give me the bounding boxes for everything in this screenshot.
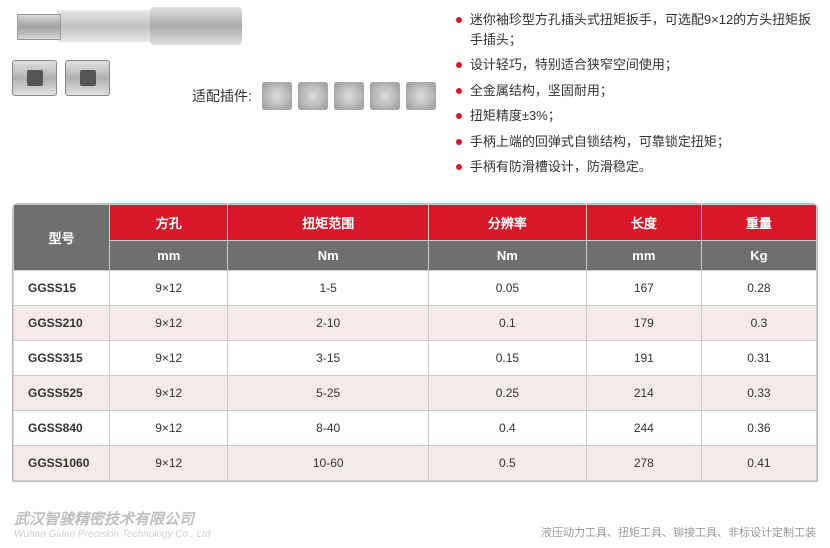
feature-text: 全金属结构，坚固耐用； xyxy=(470,81,613,101)
col-unit: Nm xyxy=(228,240,429,270)
data-cell: 9×12 xyxy=(110,410,228,445)
feature-item: 全金属结构，坚固耐用； xyxy=(456,81,818,101)
model-cell: GGSS15 xyxy=(14,270,110,305)
plugin-icon xyxy=(406,82,436,110)
spec-table: 型号方孔扭矩范围分辨率长度重量 mmNmNmmmKg GGSS159×121-5… xyxy=(13,204,817,481)
footer-categories: 液压动力工具、扭矩工具、铆接工具、非标设计定制工装 xyxy=(541,524,816,540)
feature-text: 手柄上端的回弹式自锁结构，可靠锁定扭矩； xyxy=(470,132,730,152)
data-cell: 2-10 xyxy=(228,305,429,340)
col-unit: mm xyxy=(586,240,701,270)
data-cell: 9×12 xyxy=(110,445,228,480)
bullet-icon xyxy=(456,164,462,170)
data-cell: 191 xyxy=(586,340,701,375)
table-row: GGSS3159×123-150.151910.31 xyxy=(14,340,817,375)
data-cell: 0.1 xyxy=(428,305,586,340)
spec-table-wrap: 型号方孔扭矩范围分辨率长度重量 mmNmNmmmKg GGSS159×121-5… xyxy=(12,203,818,482)
data-cell: 0.5 xyxy=(428,445,586,480)
data-cell: 5-25 xyxy=(228,375,429,410)
col-header: 长度 xyxy=(586,204,701,240)
data-cell: 9×12 xyxy=(110,305,228,340)
feature-text: 手柄有防滑槽设计，防滑稳定。 xyxy=(470,157,652,177)
col-unit: mm xyxy=(110,240,228,270)
company-name-en: Wuhan Gidrin Precision Technology Co., L… xyxy=(14,529,210,540)
company-name-cn: 武汉智骏精密技术有限公司 xyxy=(14,508,210,529)
data-cell: 3-15 xyxy=(228,340,429,375)
data-cell: 0.05 xyxy=(428,270,586,305)
plugin-icon xyxy=(298,82,328,110)
feature-list: 迷你袖珍型方孔插头式扭矩扳手，可选配9×12的方头扭矩扳手插头； 设计轻巧，特别适… xyxy=(456,10,818,183)
plugin-icon xyxy=(370,82,400,110)
adapter-images xyxy=(12,60,172,96)
col-header: 方孔 xyxy=(110,204,228,240)
feature-text: 迷你袖珍型方孔插头式扭矩扳手，可选配9×12的方头扭矩扳手插头； xyxy=(470,10,818,49)
bullet-icon xyxy=(456,88,462,94)
plugin-icons xyxy=(262,82,436,110)
data-cell: 0.28 xyxy=(701,270,816,305)
adapter-image xyxy=(65,60,110,96)
table-row: GGSS10609×1210-600.52780.41 xyxy=(14,445,817,480)
bullet-icon xyxy=(456,139,462,145)
data-cell: 9×12 xyxy=(110,375,228,410)
col-header: 重量 xyxy=(701,204,816,240)
feature-item: 迷你袖珍型方孔插头式扭矩扳手，可选配9×12的方头扭矩扳手插头； xyxy=(456,10,818,49)
model-cell: GGSS210 xyxy=(14,305,110,340)
model-cell: GGSS315 xyxy=(14,340,110,375)
plugin-label: 适配插件: xyxy=(192,86,252,106)
company-block: 武汉智骏精密技术有限公司 Wuhan Gidrin Precision Tech… xyxy=(14,508,210,540)
col-unit: Kg xyxy=(701,240,816,270)
table-row: GGSS8409×128-400.42440.36 xyxy=(14,410,817,445)
data-cell: 244 xyxy=(586,410,701,445)
model-cell: GGSS840 xyxy=(14,410,110,445)
data-cell: 0.33 xyxy=(701,375,816,410)
data-cell: 0.25 xyxy=(428,375,586,410)
product-images xyxy=(12,10,172,183)
data-cell: 0.3 xyxy=(701,305,816,340)
data-cell: 9×12 xyxy=(110,340,228,375)
data-cell: 10-60 xyxy=(228,445,429,480)
model-cell: GGSS1060 xyxy=(14,445,110,480)
data-cell: 0.31 xyxy=(701,340,816,375)
data-cell: 167 xyxy=(586,270,701,305)
page-footer: 武汉智骏精密技术有限公司 Wuhan Gidrin Precision Tech… xyxy=(12,508,818,548)
data-cell: 214 xyxy=(586,375,701,410)
col-header: 扭矩范围 xyxy=(228,204,429,240)
adapter-image xyxy=(12,60,57,96)
col-header-model: 型号 xyxy=(14,204,110,270)
data-cell: 0.4 xyxy=(428,410,586,445)
feature-item: 扭矩精度±3%； xyxy=(456,106,818,126)
bullet-icon xyxy=(456,62,462,68)
col-header: 分辨率 xyxy=(428,204,586,240)
table-row: GGSS159×121-50.051670.28 xyxy=(14,270,817,305)
feature-item: 手柄上端的回弹式自锁结构，可靠锁定扭矩； xyxy=(456,132,818,152)
feature-text: 设计轻巧，特别适合狭窄空间使用； xyxy=(470,55,678,75)
table-row: GGSS5259×125-250.252140.33 xyxy=(14,375,817,410)
data-cell: 1-5 xyxy=(228,270,429,305)
bullet-icon xyxy=(456,17,462,23)
data-cell: 0.41 xyxy=(701,445,816,480)
data-cell: 9×12 xyxy=(110,270,228,305)
data-cell: 278 xyxy=(586,445,701,480)
wrench-image xyxy=(57,10,242,42)
plugin-icon xyxy=(334,82,364,110)
data-cell: 0.15 xyxy=(428,340,586,375)
feature-item: 设计轻巧，特别适合狭窄空间使用； xyxy=(456,55,818,75)
feature-text: 扭矩精度±3%； xyxy=(470,106,561,126)
data-cell: 0.36 xyxy=(701,410,816,445)
data-cell: 179 xyxy=(586,305,701,340)
bullet-icon xyxy=(456,113,462,119)
model-cell: GGSS525 xyxy=(14,375,110,410)
data-cell: 8-40 xyxy=(228,410,429,445)
table-row: GGSS2109×122-100.11790.3 xyxy=(14,305,817,340)
feature-item: 手柄有防滑槽设计，防滑稳定。 xyxy=(456,157,818,177)
col-unit: Nm xyxy=(428,240,586,270)
plugin-icon xyxy=(262,82,292,110)
